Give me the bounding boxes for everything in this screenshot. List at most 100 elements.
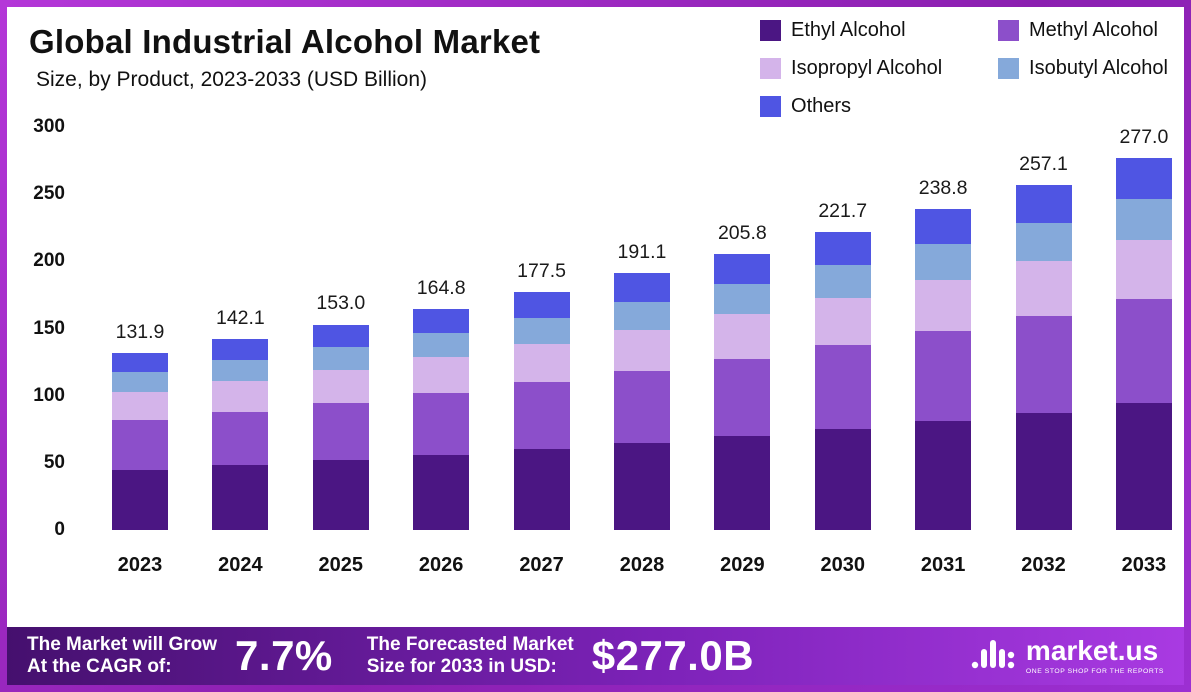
y-tick-label: 0 xyxy=(54,519,65,540)
x-axis-label: 2029 xyxy=(720,554,765,576)
bar-segment xyxy=(413,357,470,393)
bar-segment xyxy=(613,301,670,330)
bar-group: 153.0 2025 xyxy=(312,127,369,576)
bar-segment xyxy=(212,381,269,412)
y-tick-label: 150 xyxy=(33,317,65,339)
bar-segment xyxy=(413,308,470,334)
legend-item: Isobutyl Alcohol xyxy=(998,57,1168,80)
cagr-label: The Market will Grow At the CAGR of: xyxy=(27,633,218,677)
chart-header: Global Industrial Alcohol Market Size, b… xyxy=(29,23,540,92)
x-axis-label: 2026 xyxy=(418,554,464,576)
bar-segment xyxy=(1015,222,1072,261)
bar-segment xyxy=(312,369,369,403)
bar-segment xyxy=(613,273,670,302)
y-tick-label: 300 xyxy=(33,116,65,137)
legend-swatch xyxy=(760,96,782,117)
bar-segment xyxy=(1115,403,1172,530)
bar-group: 257.1 2032 xyxy=(1015,127,1072,576)
bar-segment xyxy=(112,420,168,470)
legend-label: Ethyl Alcohol xyxy=(791,19,906,41)
bar-segment xyxy=(513,291,570,318)
bar-total-label: 257.1 xyxy=(1019,152,1068,175)
x-axis-label: 2031 xyxy=(920,554,966,576)
y-tick-label: 50 xyxy=(43,451,65,473)
bar-total-label: 191.1 xyxy=(617,241,667,264)
bar-segment xyxy=(714,284,771,315)
bar-segment xyxy=(814,297,871,346)
y-axis: 300 250 200 150 100 50 0 xyxy=(7,7,71,567)
brand-tagline: ONE STOP SHOP FOR THE REPORTS xyxy=(1025,668,1164,675)
bar-segment xyxy=(312,324,369,348)
bar-segment xyxy=(1015,315,1072,413)
bar-segment xyxy=(112,352,168,373)
bar-segment xyxy=(312,460,369,530)
bar-segment xyxy=(212,360,269,382)
bar-segment xyxy=(613,329,670,371)
brand-text: market.us ONE STOP SHOP FOR THE REPORTS xyxy=(1025,637,1164,676)
forecast-label: The Forecasted Market Size for 2033 in U… xyxy=(366,633,574,677)
brand-lockup: market.us ONE STOP SHOP FOR THE REPORTS xyxy=(971,637,1164,676)
bar-total-label: 238.8 xyxy=(918,177,968,200)
market-us-logo-icon xyxy=(971,637,1017,676)
bar-segment xyxy=(413,454,470,530)
bar-segment xyxy=(513,317,570,344)
infographic-page: Global Industrial Alcohol Market Size, b… xyxy=(7,7,1184,685)
bar-group: 142.1 2024 xyxy=(212,127,269,576)
forecast-value: $277.0B xyxy=(591,632,755,679)
bar-segment xyxy=(1115,239,1172,300)
bar-segment xyxy=(1015,412,1072,530)
cagr-value: 7.7% xyxy=(235,632,333,679)
bar-group: 191.1 2028 xyxy=(613,127,670,576)
bar-segment xyxy=(714,435,771,530)
legend-swatch xyxy=(760,20,782,41)
bar-segment xyxy=(814,232,871,265)
bar-group: 238.8 2031 xyxy=(915,127,972,576)
bar-segment xyxy=(312,402,369,461)
bar-total-label: 205.8 xyxy=(717,221,767,244)
bar-segment xyxy=(1115,198,1172,240)
bar-group: 221.7 2030 xyxy=(814,127,871,576)
bar-total-label: 153.0 xyxy=(316,292,366,315)
x-axis-label: 2024 xyxy=(218,554,263,576)
bar-segment xyxy=(613,370,670,443)
legend: Ethyl Alcohol Methyl Alcohol Isopropyl Alc… xyxy=(760,19,1168,118)
chart-subtitle: Size, by Product, 2023-2033 (USD Billion… xyxy=(36,68,428,91)
legend-swatch xyxy=(998,58,1020,79)
bar-segment xyxy=(513,382,570,449)
x-axis-label: 2030 xyxy=(820,554,865,576)
bar-total-label: 164.8 xyxy=(416,276,466,299)
plot-area: 131.9 2023 142.1 2024 153.0 2025 164.8 2026 177.… xyxy=(112,126,1172,576)
legend-swatch xyxy=(998,20,1020,41)
bar-segment xyxy=(915,244,972,280)
bar-segment xyxy=(915,209,972,245)
legend-label: Isobutyl Alcohol xyxy=(1029,57,1168,79)
legend-label: Isopropyl Alcohol xyxy=(791,57,943,79)
bar-group: 131.9 2023 xyxy=(112,127,168,576)
legend-item: Others xyxy=(760,95,992,118)
x-axis-label: 2025 xyxy=(318,554,364,576)
bar-segment xyxy=(413,333,470,358)
footer-banner: The Market will Grow At the CAGR of: 7.7… xyxy=(7,627,1184,685)
chart-title: Global Industrial Alcohol Market xyxy=(29,23,541,60)
legend-label: Others xyxy=(791,95,852,117)
bar-segment xyxy=(212,339,269,361)
bar-segment xyxy=(714,358,771,436)
bar-total-label: 221.7 xyxy=(818,200,868,223)
bar-segment xyxy=(212,411,269,466)
x-axis-label: 2027 xyxy=(519,554,564,576)
bar-group: 177.5 2027 xyxy=(513,127,570,576)
legend-item: Ethyl Alcohol xyxy=(760,19,992,42)
bar-total-label: 177.5 xyxy=(517,259,566,282)
legend-item: Methyl Alcohol xyxy=(998,19,1168,42)
bar-group: 277.0 2033 xyxy=(1115,126,1172,576)
bar-segment xyxy=(1015,184,1072,223)
bar-segment xyxy=(714,314,771,359)
bar-segment xyxy=(1015,260,1072,316)
bar-segment xyxy=(1115,157,1172,199)
bar-group: 205.8 2029 xyxy=(714,127,771,576)
bar-segment xyxy=(413,392,470,455)
bar-segment xyxy=(112,469,168,530)
legend-label: Methyl Alcohol xyxy=(1029,19,1158,41)
x-axis-label: 2032 xyxy=(1021,554,1066,576)
